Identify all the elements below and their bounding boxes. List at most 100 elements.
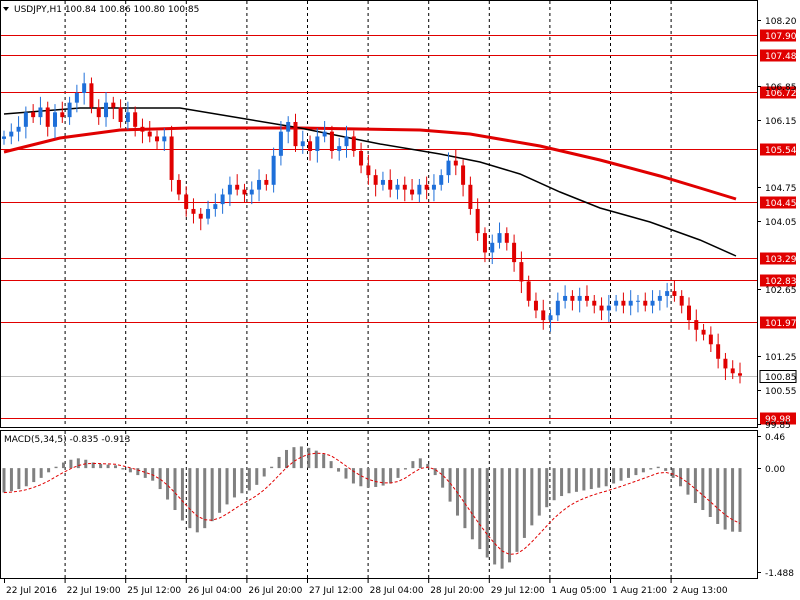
macd-bar xyxy=(188,468,192,529)
macd-bar xyxy=(478,468,482,550)
macd-bar xyxy=(121,468,125,470)
macd-bar xyxy=(76,458,80,469)
candle-body xyxy=(169,136,174,180)
macd-bar xyxy=(403,468,407,470)
candle-body xyxy=(271,155,276,185)
candle-body xyxy=(38,107,43,118)
macd-bar xyxy=(314,450,318,469)
macd-bar xyxy=(515,468,519,552)
candle-body xyxy=(577,295,582,301)
macd-bar xyxy=(136,468,140,476)
macd-bar xyxy=(656,466,660,469)
macd-plot-frame xyxy=(0,430,758,579)
macd-bar xyxy=(54,466,58,469)
candle-body xyxy=(162,136,167,142)
macd-bar xyxy=(686,468,690,495)
macd-bar xyxy=(299,446,303,469)
macd-bar xyxy=(158,468,162,490)
chart-dropdown-icon[interactable] xyxy=(3,7,9,11)
candle-body xyxy=(9,131,14,137)
current-price-box xyxy=(759,370,797,383)
macd-bar xyxy=(61,462,65,469)
macd-bar xyxy=(508,468,512,563)
candle-body xyxy=(730,368,735,374)
candle-body xyxy=(643,300,648,306)
x-axis: 22 Jul 2016 22 Jul 19:00 25 Jul 12:00 26 Ju… xyxy=(4,579,728,596)
candle-body xyxy=(286,121,291,132)
candle-body xyxy=(96,107,101,118)
macd-bar xyxy=(530,468,534,526)
macd-bar xyxy=(359,468,363,487)
candle-body xyxy=(293,121,298,147)
macd-bar xyxy=(9,468,13,492)
macd-bar xyxy=(470,468,474,540)
horizontal-levels xyxy=(1,35,757,419)
candle-body xyxy=(490,242,495,253)
macd-bar xyxy=(203,468,207,529)
macd-bar xyxy=(671,468,675,478)
candle-body xyxy=(191,208,196,214)
candle-body xyxy=(475,208,480,234)
ma-fast-line xyxy=(3,107,737,257)
moving-averages xyxy=(3,107,737,257)
macd-bar xyxy=(99,463,103,469)
macd-bar xyxy=(24,468,28,487)
macd-bar xyxy=(389,468,393,484)
macd-bar xyxy=(634,468,638,476)
macd-bar xyxy=(232,468,236,498)
candle-body xyxy=(512,242,517,263)
macd-bar xyxy=(329,461,333,469)
macd-bar xyxy=(574,468,578,492)
candle-body xyxy=(337,146,342,151)
candle-body xyxy=(74,92,79,103)
level-label-box xyxy=(760,143,796,156)
candle-body xyxy=(686,305,691,321)
macd-bar xyxy=(322,454,326,469)
candle-body xyxy=(482,233,487,253)
macd-bar xyxy=(47,468,51,473)
macd-bar xyxy=(619,468,623,481)
level-label: 101.97 xyxy=(765,319,797,329)
candle-body xyxy=(60,112,65,118)
macd-histogram xyxy=(2,446,742,569)
vertical-grid xyxy=(64,1,672,578)
macd-bar xyxy=(344,468,348,479)
level-label-box xyxy=(760,316,796,329)
level-label: 107.90 xyxy=(765,32,797,42)
candle-body xyxy=(227,184,232,195)
y-tick-label: 99.85 xyxy=(765,421,791,431)
candle-body xyxy=(395,184,400,190)
macd-y-tick-label: 0.46 xyxy=(765,433,785,443)
candle-body xyxy=(176,179,181,195)
candle-body xyxy=(606,305,611,311)
macd-bar xyxy=(441,468,445,488)
candle-body xyxy=(628,300,633,306)
candle-body xyxy=(155,136,160,142)
x-tick-label: 22 Jul 19:00 xyxy=(67,586,121,596)
candle-body xyxy=(329,131,334,151)
macd-bar xyxy=(218,468,222,513)
candle-body xyxy=(388,179,393,190)
macd-bar xyxy=(582,468,586,491)
candle-body xyxy=(584,295,589,301)
macd-bar xyxy=(641,468,645,473)
macd-bar xyxy=(560,468,564,497)
candle-body xyxy=(461,165,466,185)
y-tick-label: 106.85 xyxy=(765,83,797,93)
level-label: 107.48 xyxy=(765,52,797,62)
x-tick-label: 28 Jul 04:00 xyxy=(370,586,424,596)
main-plot-frame xyxy=(0,0,758,428)
candle-body xyxy=(657,295,662,301)
candle-body xyxy=(198,213,203,219)
x-tick-label: 26 Jul 20:00 xyxy=(248,586,302,596)
macd-bar xyxy=(374,468,378,487)
macd-bar xyxy=(277,456,281,469)
candle-body xyxy=(249,189,254,195)
candle-body xyxy=(220,194,225,205)
x-tick-label: 27 Jul 12:00 xyxy=(309,586,363,596)
candle-body xyxy=(147,131,152,137)
macd-bar xyxy=(247,468,251,491)
macd-bar xyxy=(723,468,727,530)
candle-body xyxy=(104,102,109,118)
level-label-box xyxy=(760,252,796,265)
